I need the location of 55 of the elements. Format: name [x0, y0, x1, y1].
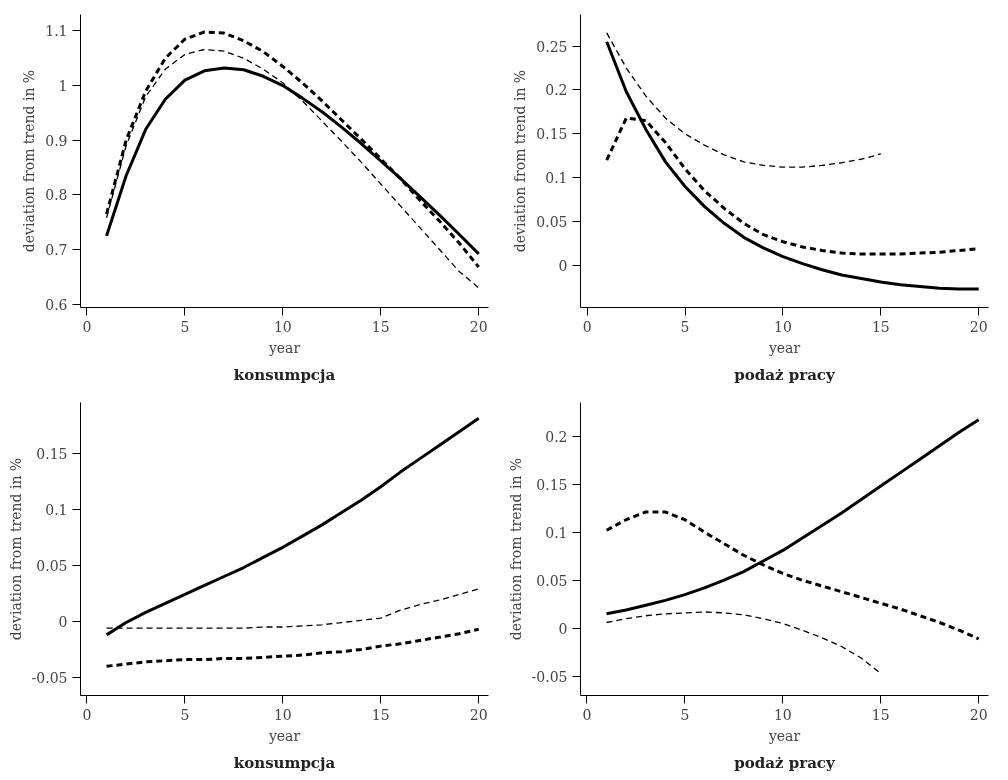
x-tick-label: 0: [582, 318, 592, 335]
y-tick-label: -0.05: [31, 670, 68, 687]
text: podaż pracy: [734, 753, 836, 772]
x-tick-label: 5: [680, 706, 690, 723]
y-axis-title: deviation from trend in %: [512, 69, 529, 253]
x-axis-title: year: [767, 727, 801, 744]
x-tick-label: 5: [180, 706, 190, 723]
y-tick-label: 0: [58, 613, 68, 630]
y-tick-label: 0.1: [545, 170, 568, 187]
y-tick-label: 1.1: [45, 23, 68, 40]
x-tick-label: 15: [371, 706, 390, 723]
y-tick-label: 0.1: [545, 524, 568, 541]
y-axis-title: deviation from trend in %: [21, 69, 38, 253]
x-tick-label: 20: [969, 318, 988, 335]
text: konsumpcja: [233, 365, 336, 384]
y-tick-label: 0.25: [536, 38, 568, 55]
y-axis-title: deviation from trend in %: [507, 457, 524, 641]
x-tick-label: 0: [582, 706, 592, 723]
y-tick-label: 0.05: [536, 214, 568, 231]
x-axis-title: year: [767, 339, 801, 356]
text: konsumpcja: [233, 753, 336, 772]
x-tick-label: 5: [680, 318, 690, 335]
x-axis-title: year: [267, 339, 301, 356]
x-tick-label: 15: [371, 318, 390, 335]
y-tick-label: 0.15: [36, 445, 68, 462]
x-tick-label: 15: [871, 318, 890, 335]
y-tick-label: 0.2: [545, 428, 568, 445]
y-tick-label: 0.8: [45, 187, 68, 204]
x-tick-label: 0: [82, 318, 92, 335]
x-tick-label: 20: [969, 706, 988, 723]
x-axis-title: year: [267, 727, 301, 744]
y-tick-label: 0: [558, 620, 568, 637]
y-axis-title: deviation from trend in %: [7, 457, 24, 641]
x-tick-label: 10: [773, 706, 792, 723]
y-tick-label: 0.2: [545, 82, 568, 99]
y-tick-label: 0.15: [536, 126, 568, 143]
y-tick-label: 0.6: [45, 296, 68, 313]
x-tick-label: 15: [871, 706, 890, 723]
x-tick-label: 20: [469, 318, 488, 335]
y-tick-label: 0.7: [45, 242, 68, 259]
x-tick-label: 10: [774, 318, 792, 335]
y-tick-label: 0: [558, 257, 568, 274]
y-tick-label: 1: [58, 78, 68, 95]
x-tick-label: 10: [273, 706, 292, 723]
y-tick-label: 0.05: [36, 557, 68, 574]
y-tick-label: 0.15: [536, 476, 568, 493]
y-tick-label: -0.05: [531, 668, 568, 685]
y-tick-label: 0.05: [536, 572, 568, 589]
x-tick-label: 0: [82, 706, 92, 723]
x-tick-label: 10: [273, 318, 292, 335]
text: podaż pracy: [734, 365, 836, 384]
y-tick-label: 0.9: [45, 132, 68, 149]
x-tick-label: 20: [469, 706, 488, 723]
y-tick-label: 0.1: [45, 501, 68, 518]
x-tick-label: 5: [180, 318, 190, 335]
